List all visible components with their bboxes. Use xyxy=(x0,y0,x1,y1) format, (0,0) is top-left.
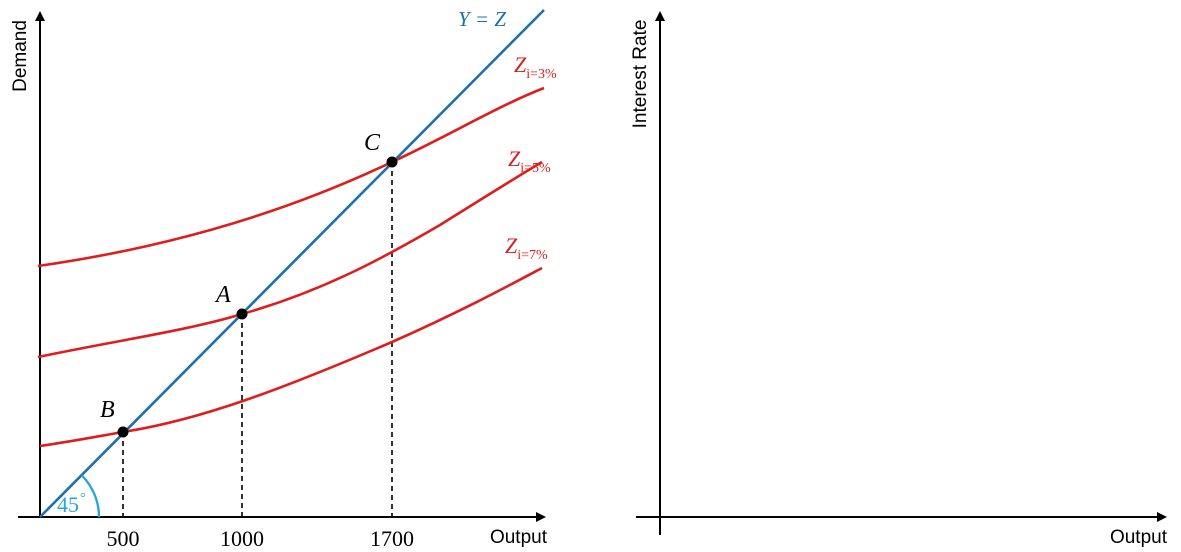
curve-label-i3: Zi=3% xyxy=(514,52,557,82)
right-panel: Output Interest Rate xyxy=(630,11,1168,548)
x-tick-1700: 1700 xyxy=(370,526,414,551)
demand-curve-i3 xyxy=(37,86,545,268)
line-label-y-equals-z: Y = Z xyxy=(458,7,506,31)
line-y-equals-z xyxy=(39,9,545,518)
left-y-axis-title: Demand xyxy=(10,20,31,92)
left-panel: 45° A B C Y = Z Zi=3% Zi=5% Zi=7% 500 10… xyxy=(10,7,557,551)
point-b xyxy=(117,426,129,438)
demand-curve-i7 xyxy=(39,266,543,448)
right-y-axis-title: Interest Rate xyxy=(630,20,651,129)
curve-label-i5: Zi=5% xyxy=(508,146,551,176)
point-label-b: B xyxy=(100,397,115,423)
point-label-a: A xyxy=(214,282,231,308)
point-a xyxy=(236,308,248,320)
x-tick-500: 500 xyxy=(107,526,140,551)
point-c xyxy=(386,156,398,168)
angle-label: 45° xyxy=(57,491,86,517)
demand-curve-i5 xyxy=(37,160,543,359)
left-x-axis-title: Output xyxy=(490,527,548,548)
right-x-axis-title: Output xyxy=(1110,527,1168,548)
curve-label-i7: Zi=7% xyxy=(505,233,548,263)
angle-arc xyxy=(80,474,101,518)
x-tick-1000: 1000 xyxy=(220,526,264,551)
point-label-c: C xyxy=(364,130,381,156)
